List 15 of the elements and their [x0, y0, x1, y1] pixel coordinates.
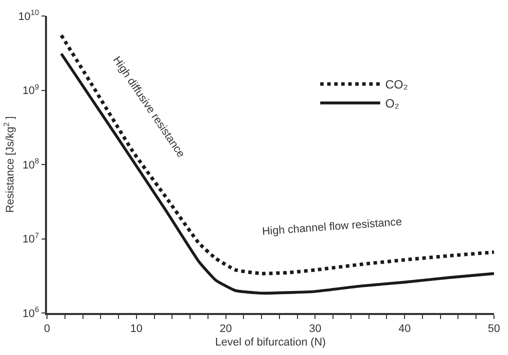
legend-label: CO₂ — [385, 78, 408, 92]
x-tick-label: 10 — [130, 322, 143, 335]
y-tick-label: 10$^{7}$ — [22, 230, 40, 246]
y-tick-label: 10$^{9}$ — [22, 82, 40, 98]
y-tick-label: 10$^{6}$ — [22, 305, 40, 320]
annotation: High channel flow resistance — [262, 216, 402, 238]
x-tick-label: 30 — [309, 322, 322, 335]
legend-label: O₂ — [385, 96, 400, 111]
x-tick-label: 50 — [488, 322, 500, 335]
x-tick-label: 20 — [220, 322, 232, 335]
y-tick-label: 10$^{8}$ — [22, 156, 40, 172]
y-tick-label: 10$^{10}$ — [18, 8, 40, 23]
x-axis-title: Level of bifurcation (N) — [215, 336, 326, 349]
x-tick-label: 0 — [44, 322, 50, 335]
x-tick-label: 40 — [398, 322, 411, 335]
